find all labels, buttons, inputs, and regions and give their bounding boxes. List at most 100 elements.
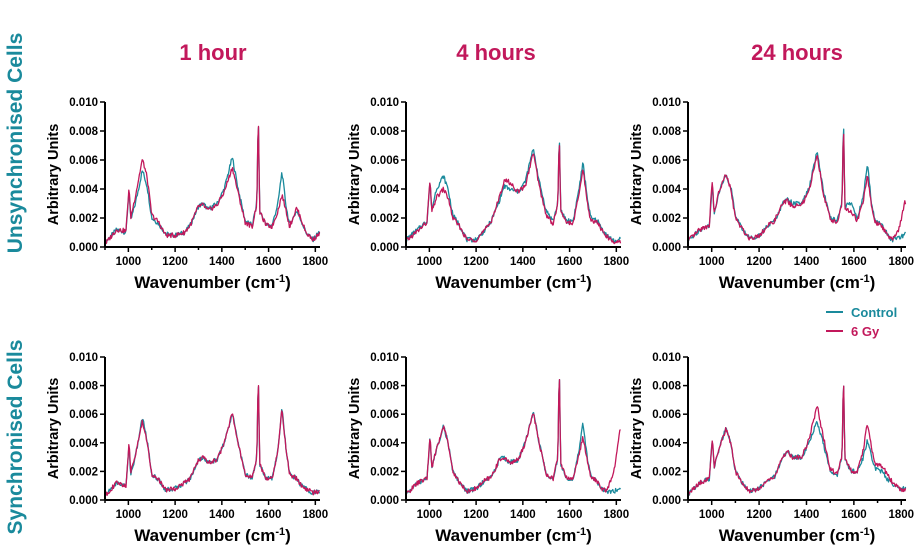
column-title-24-hours: 24 hours [751,40,843,65]
x-tick-label: 1200 [746,256,772,268]
x-tick-label: 1600 [256,509,282,521]
series-line-control [405,142,622,244]
x-tick-label: 1200 [162,509,188,521]
chart-panel-3: 0.000 0.002 0.004 0.006 0.008 0.010 1000 1200 14… [46,352,328,545]
legend-label-6gy: 6 Gy [851,324,880,339]
x-axis-title: Wavenumber (cm-1) [435,526,592,545]
x-tick-label: 1000 [417,256,443,268]
series-line-6gy [405,145,622,245]
y-tick-label: 0.006 [652,155,681,167]
y-tick-label: 0.002 [370,213,399,225]
y-tick-label: 0.010 [652,97,681,109]
y-tick-label: 0.004 [652,184,681,196]
chart-panel-4: 0.000 0.002 0.004 0.006 0.008 0.010 1000 1200 14… [347,352,629,545]
x-tick-label: 1400 [794,509,820,521]
y-axis-title: Arbitrary Units [629,124,645,226]
x-tick-label: 1000 [116,509,142,521]
series-line-control [687,385,907,496]
y-tick-label: 0.008 [652,126,681,138]
row-label-synchronised: Synchronised Cells [4,340,27,535]
y-tick-label: 0.000 [370,495,399,507]
x-tick-label: 1200 [463,256,489,268]
series-line-6gy [687,133,907,241]
x-axis-title: Wavenumber (cm-1) [719,273,876,292]
y-tick-label: 0.010 [69,97,98,109]
y-tick-label: 0.010 [370,352,399,364]
series-line-6gy [687,385,907,497]
y-tick-label: 0.004 [69,184,98,196]
y-tick-label: 0.002 [69,466,98,478]
x-tick-label: 1800 [604,509,630,521]
chart-panel-5: 0.000 0.002 0.004 0.006 0.008 0.010 1000 1200 14… [629,352,914,545]
x-tick-label: 1600 [256,256,282,268]
x-axis-title: Wavenumber (cm-1) [435,273,592,292]
y-tick-label: 0.008 [652,381,681,393]
x-tick-label: 1000 [417,509,443,521]
x-axis-title: Wavenumber (cm-1) [719,526,876,545]
y-tick-label: 0.008 [69,126,98,138]
x-tick-label: 1000 [699,256,725,268]
x-tick-label: 1800 [888,256,914,268]
y-axis-title: Arbitrary Units [347,124,363,226]
x-tick-label: 1400 [209,256,235,268]
y-tick-label: 0.004 [652,438,681,450]
y-tick-label: 0.000 [69,495,98,507]
x-tick-label: 1400 [209,509,235,521]
x-tick-label: 1400 [794,256,820,268]
column-title-1-hour: 1 hour [179,40,247,65]
legend: Control 6 Gy [826,305,897,339]
y-axis-title: Arbitrary Units [46,378,62,480]
x-tick-label: 1200 [746,509,772,521]
y-tick-label: 0.006 [69,409,98,421]
y-tick-label: 0.008 [370,126,399,138]
x-tick-label: 1600 [557,509,583,521]
y-tick-label: 0.000 [370,242,399,254]
chart-panel-1: 0.000 0.002 0.004 0.006 0.008 0.010 1000 1200 14… [347,97,629,292]
x-tick-label: 1800 [604,256,630,268]
y-tick-label: 0.010 [69,352,98,364]
column-title-4-hours: 4 hours [456,40,535,65]
chart-panel-0: 0.000 0.002 0.004 0.006 0.008 0.010 1000 1200 14… [46,97,328,292]
y-tick-label: 0.004 [370,438,399,450]
y-tick-label: 0.010 [652,352,681,364]
y-axis-title: Arbitrary Units [347,378,363,480]
x-tick-label: 1200 [162,256,188,268]
y-tick-label: 0.006 [370,155,399,167]
y-tick-label: 0.000 [652,242,681,254]
y-tick-label: 0.002 [69,213,98,225]
x-axis-title: Wavenumber (cm-1) [134,526,291,545]
y-axis-title: Arbitrary Units [46,124,62,226]
y-tick-label: 0.006 [370,409,399,421]
x-tick-label: 1800 [888,509,914,521]
y-tick-label: 0.004 [370,184,399,196]
series-line-control [406,378,622,495]
x-tick-label: 1200 [463,509,489,521]
x-tick-label: 1800 [303,509,329,521]
legend-label-control: Control [851,305,897,320]
x-tick-label: 1400 [510,256,536,268]
y-tick-label: 0.002 [370,466,399,478]
x-axis-title: Wavenumber (cm-1) [134,273,291,292]
series-line-control [687,128,907,243]
chart-panel-2: 0.000 0.002 0.004 0.006 0.008 0.010 1000 1200 14… [629,97,914,292]
x-tick-label: 1000 [116,256,142,268]
series-line-6gy [104,125,321,246]
series-line-control [104,126,321,246]
y-tick-label: 0.008 [69,381,98,393]
x-tick-label: 1000 [699,509,725,521]
y-tick-label: 0.000 [652,495,681,507]
row-label-unsynchronised: Unsynchronised Cells [4,33,27,254]
x-tick-label: 1600 [557,256,583,268]
y-tick-label: 0.002 [652,213,681,225]
x-tick-label: 1400 [510,509,536,521]
x-tick-label: 1800 [303,256,329,268]
y-axis-title: Arbitrary Units [629,378,645,480]
series-line-6gy [405,378,621,496]
y-tick-label: 0.002 [652,466,681,478]
y-tick-label: 0.000 [69,242,98,254]
x-tick-label: 1600 [841,509,867,521]
chart-panels: 0.000 0.002 0.004 0.006 0.008 0.010 1000 1200 14… [46,97,914,545]
x-tick-label: 1600 [841,256,867,268]
y-tick-label: 0.004 [69,438,98,450]
